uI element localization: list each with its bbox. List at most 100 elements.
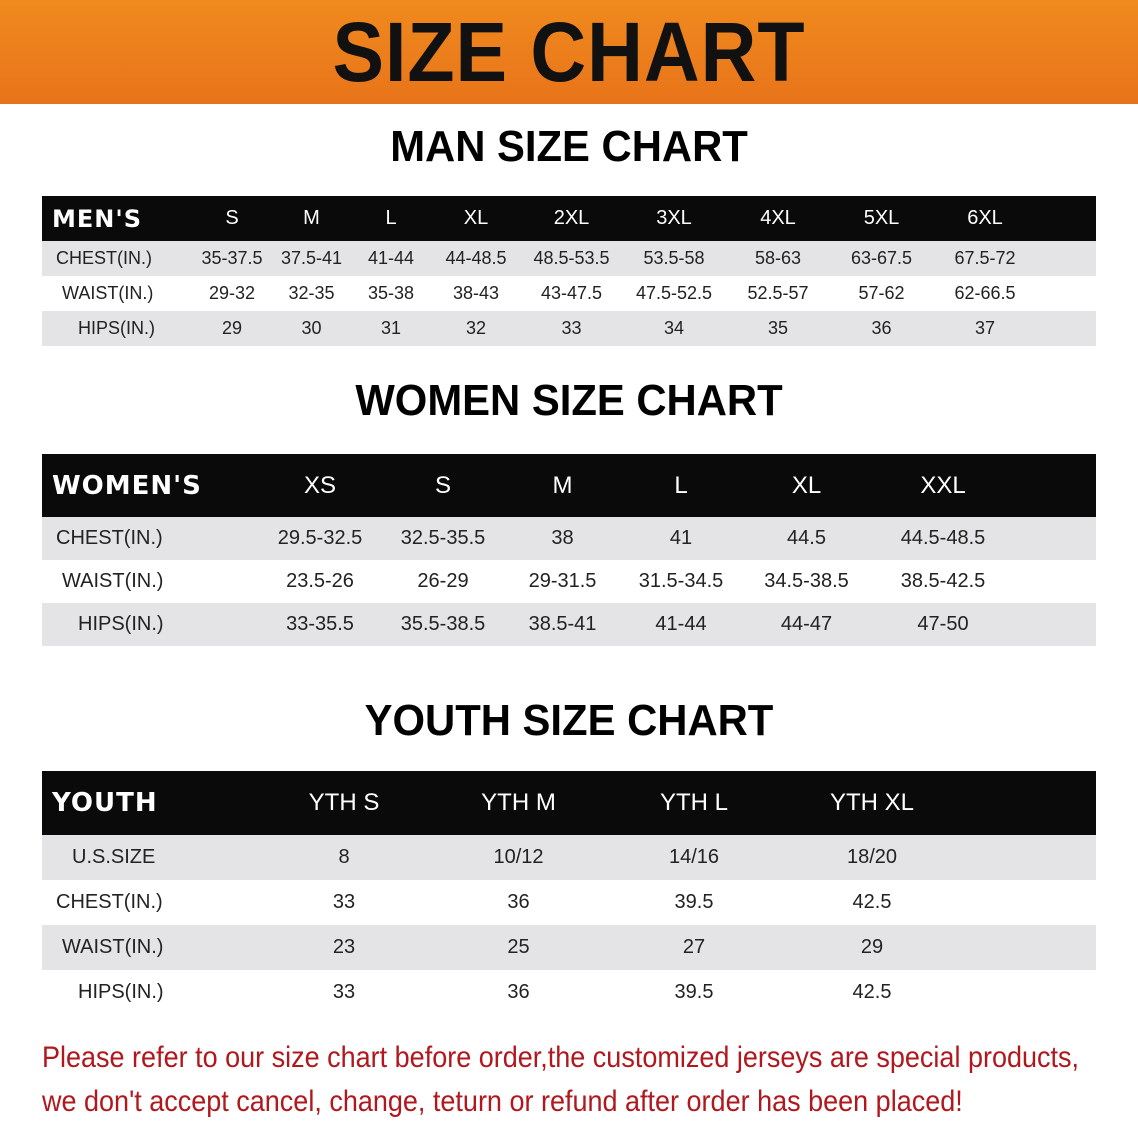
measurement-value: 26-29 — [417, 570, 469, 592]
measurement-value: 34.5-38.5 — [764, 570, 849, 592]
table-row: CHEST(IN.) 35-37.5 37.5-41 41-44 44-48.5 48.5… — [42, 241, 1096, 276]
youth-section-title: YOUTH SIZE CHART — [364, 696, 774, 745]
measurement-value: 48.5-53.5 — [533, 248, 610, 268]
size-column-header: 6XL — [967, 207, 1003, 229]
measurement-label: CHEST(IN.) — [56, 891, 163, 913]
table-row: CHEST(IN.) 33 36 39.5 42.5 — [42, 880, 1096, 925]
measurement-value: 52.5-57 — [747, 283, 809, 303]
table-row: HIPS(IN.) 33-35.5 35.5-38.5 38.5-41 41-44 44-… — [42, 603, 1096, 646]
table-header-row: MEN'S S M L XL 2XL 3XL 4XL 5XL 6XL — [42, 196, 1096, 241]
measurement-label: HIPS(IN.) — [78, 318, 156, 338]
measurement-value: 31.5-34.5 — [638, 570, 724, 592]
measurement-value: 38.5-41 — [528, 613, 597, 635]
size-column-header: M — [552, 471, 573, 499]
size-column-header: L — [674, 471, 688, 499]
measurement-value: 32.5-35.5 — [400, 527, 486, 549]
measurement-value: 58-63 — [754, 248, 802, 268]
notice-line-1: Please refer to our size chart before or… — [42, 1041, 1080, 1074]
measurement-value: 38.5-42.5 — [900, 570, 986, 592]
order-notice: Please refer to our size chart before or… — [42, 1036, 1080, 1124]
measurement-value: 10/12 — [493, 846, 544, 868]
size-column-header: S — [225, 207, 239, 229]
measurement-label: CHEST(IN.) — [56, 248, 152, 268]
measurement-value: 35-38 — [367, 283, 415, 303]
size-column-header: 5XL — [863, 207, 900, 229]
measurement-value: 38-43 — [452, 283, 500, 303]
measurement-value: 37 — [974, 318, 996, 338]
measurement-value: 29.5-32.5 — [277, 527, 363, 549]
table-category-label: YOUTH — [52, 788, 158, 818]
table-row: WAIST(IN.) 23 25 27 29 — [42, 925, 1096, 970]
table-row: U.S.SIZE 8 10/12 14/16 18/20 — [42, 835, 1096, 880]
measurement-value: 27 — [682, 936, 706, 958]
measurement-value: 36 — [871, 318, 892, 338]
measurement-value: 35 — [767, 318, 789, 338]
size-column-header: XXL — [920, 471, 966, 499]
measurement-value: 14/16 — [668, 846, 720, 868]
measurement-value: 35-37.5 — [201, 248, 263, 268]
measurement-value: 43-47.5 — [540, 283, 603, 303]
measurement-value: 63-67.5 — [850, 248, 913, 268]
measurement-label: WAIST(IN.) — [62, 283, 154, 303]
measurement-value: 57-62 — [858, 283, 905, 303]
measurement-value: 41-44 — [367, 248, 415, 268]
measurement-label: WAIST(IN.) — [62, 570, 164, 592]
measurement-label: HIPS(IN.) — [78, 613, 164, 635]
measurement-value: 18/20 — [846, 846, 898, 868]
banner: SIZE CHART — [0, 0, 1138, 104]
size-column-header: YTH M — [481, 789, 556, 816]
measurement-value: 33-35.5 — [286, 613, 354, 635]
table-row: WAIST(IN.) 29-32 32-35 35-38 38-43 43-47.5 47.… — [42, 276, 1096, 311]
size-column-header: 3XL — [656, 207, 692, 229]
size-column-header: M — [303, 207, 320, 229]
measurement-label: HIPS(IN.) — [78, 981, 164, 1003]
table-header-row: WOMEN'S XS S M L XL XXL — [42, 454, 1096, 517]
size-column-header: XS — [303, 471, 336, 499]
table-row: CHEST(IN.) 29.5-32.5 32.5-35.5 38 41 44.5 44.5… — [42, 517, 1096, 560]
measurement-label: U.S.SIZE — [72, 846, 156, 868]
table-category-label: WOMEN'S — [52, 470, 202, 501]
youth-size-table: YOUTH YTH S YTH M YTH L YTH XL U.S.SIZE 8 10/12… — [42, 771, 1096, 1015]
measurement-value: 25 — [507, 936, 530, 958]
measurement-value: 33 — [332, 981, 356, 1003]
measurement-value: 33 — [332, 891, 356, 913]
size-column-header: XL — [791, 471, 822, 499]
table-header-row: YOUTH YTH S YTH M YTH L YTH XL — [42, 771, 1096, 835]
size-column-header: YTH S — [308, 789, 380, 816]
measurement-value: 29 — [860, 936, 884, 958]
size-column-header: YTH XL — [829, 789, 915, 816]
measurement-value: 32 — [465, 318, 487, 338]
measurement-value: 47-50 — [917, 613, 969, 635]
notice-line-2: we don't accept cancel, change, teturn o… — [42, 1085, 963, 1118]
measurement-value: 42.5 — [852, 981, 892, 1003]
table-row: HIPS(IN.) 29 30 31 32 33 34 35 36 37 — [42, 311, 1096, 346]
measurement-value: 39.5 — [674, 891, 714, 913]
table-row: HIPS(IN.) 33 36 39.5 42.5 — [42, 970, 1096, 1015]
measurement-value: 29-32 — [208, 283, 256, 303]
measurement-value: 62-66.5 — [954, 283, 1016, 303]
measurement-value: 39.5 — [674, 981, 714, 1003]
measurement-value: 44-47 — [780, 613, 833, 635]
measurement-value: 41 — [669, 527, 693, 549]
measurement-value: 8 — [338, 846, 350, 868]
measurement-value: 47.5-52.5 — [635, 283, 713, 303]
measurement-value: 23.5-26 — [286, 570, 354, 592]
measurement-value: 33 — [561, 318, 582, 338]
measurement-label: WAIST(IN.) — [62, 936, 164, 958]
measurement-value: 36 — [507, 981, 530, 1003]
size-column-header: S — [434, 471, 451, 499]
women-size-table: WOMEN'S XS S M L XL XXL CHEST(IN.) 29.5-32.5 32.5… — [42, 454, 1096, 646]
measurement-value: 37.5-41 — [280, 248, 343, 268]
size-column-header: 2XL — [553, 207, 590, 229]
measurement-value: 38 — [551, 527, 574, 549]
size-column-header: XL — [463, 207, 489, 229]
measurement-value: 44.5 — [787, 527, 826, 549]
table-row: WAIST(IN.) 23.5-26 26-29 29-31.5 31.5-34.5 34… — [42, 560, 1096, 603]
table-category-label: MEN'S — [52, 204, 142, 233]
measurement-value: 35.5-38.5 — [400, 613, 486, 635]
measurement-label: CHEST(IN.) — [56, 527, 163, 549]
measurement-value: 36 — [507, 891, 530, 913]
banner-title: SIZE CHART — [332, 4, 806, 99]
measurement-value: 31 — [380, 318, 402, 338]
measurement-value: 44-48.5 — [445, 248, 507, 268]
